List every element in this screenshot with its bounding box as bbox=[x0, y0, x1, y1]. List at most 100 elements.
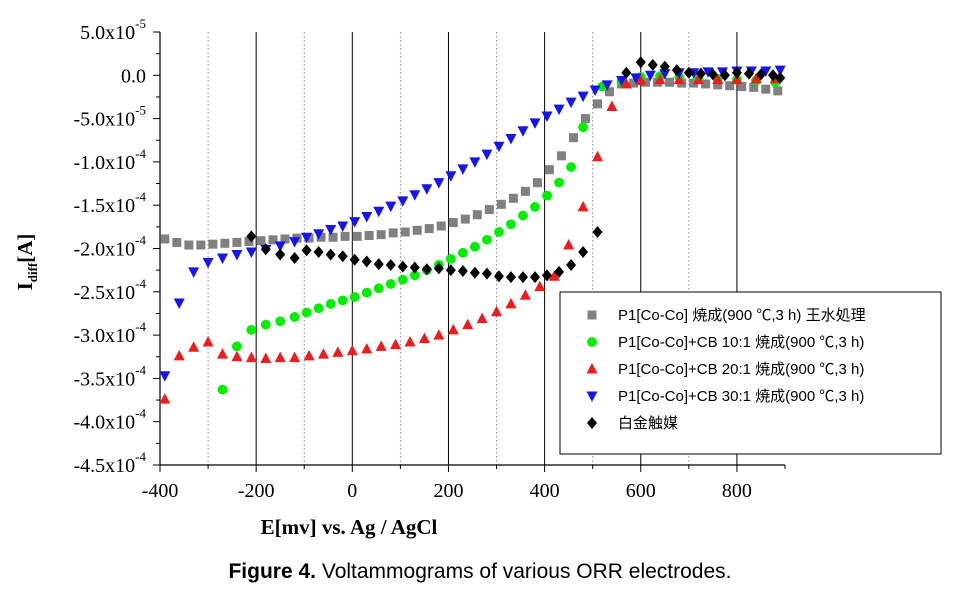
data-point bbox=[159, 393, 171, 404]
data-point bbox=[494, 227, 504, 237]
data-point bbox=[289, 237, 301, 248]
data-point bbox=[245, 351, 257, 363]
data-point bbox=[654, 73, 666, 85]
y-tick-label: -5.0x10-5 bbox=[73, 103, 146, 131]
data-point bbox=[553, 104, 565, 116]
data-point bbox=[397, 274, 408, 285]
data-point bbox=[280, 234, 290, 244]
legend-item: P1[Co-Co]+CB 20:1 焼成(900 ℃,3 h) bbox=[586, 361, 864, 378]
data-point bbox=[217, 253, 228, 265]
data-point bbox=[364, 231, 374, 241]
data-point bbox=[725, 81, 735, 91]
data-point bbox=[493, 141, 505, 153]
data-point bbox=[220, 238, 230, 248]
data-point bbox=[482, 234, 492, 245]
data-point bbox=[418, 332, 430, 344]
data-point bbox=[196, 240, 206, 250]
data-point bbox=[469, 157, 481, 168]
data-point bbox=[554, 265, 565, 278]
legend-frame bbox=[559, 291, 942, 455]
data-point bbox=[532, 178, 542, 188]
y-tick-label: -2.0x10-4 bbox=[73, 233, 146, 261]
data-point bbox=[244, 237, 254, 247]
data-point bbox=[159, 371, 171, 382]
data-point bbox=[568, 133, 578, 143]
data-point bbox=[554, 177, 564, 188]
data-point bbox=[349, 292, 360, 302]
data-point bbox=[385, 201, 397, 213]
y-axis-title: Idiff[A] bbox=[13, 234, 40, 291]
x-tick-label: 800 bbox=[722, 480, 752, 502]
data-point bbox=[409, 261, 420, 274]
data-point bbox=[556, 151, 566, 161]
data-point bbox=[337, 250, 348, 263]
y-tick-label: 0.0 bbox=[121, 65, 146, 87]
data-point bbox=[173, 349, 185, 361]
data-point bbox=[373, 206, 385, 218]
y-tick-mantissa: -2.0x10 bbox=[73, 239, 135, 261]
data-point bbox=[629, 78, 639, 88]
legend-marker bbox=[587, 417, 597, 429]
y-tick-exponent: -4 bbox=[135, 189, 146, 204]
data-point bbox=[447, 323, 459, 335]
data-point bbox=[683, 66, 694, 79]
data-point bbox=[457, 164, 469, 175]
figure-caption: Figure 4. Voltammograms of various ORR e… bbox=[0, 560, 960, 584]
data-point bbox=[376, 230, 386, 240]
data-point bbox=[173, 298, 185, 310]
y-axis-title-sub: diff bbox=[25, 262, 40, 282]
series-4 bbox=[159, 65, 786, 382]
data-point bbox=[208, 239, 218, 249]
data-point bbox=[349, 253, 360, 266]
data-point bbox=[493, 270, 504, 283]
data-point bbox=[601, 80, 613, 91]
data-point bbox=[469, 266, 480, 279]
data-point bbox=[695, 67, 706, 80]
legend-label: P1[Co-Co]+CB 10:1 焼成(900 ℃,3 h) bbox=[618, 334, 864, 351]
y-tick-exponent: -5 bbox=[135, 103, 146, 118]
figure-caption-text: Voltammograms of various ORR electrodes. bbox=[316, 560, 732, 583]
data-point bbox=[530, 202, 540, 212]
data-point bbox=[421, 184, 433, 195]
data-point bbox=[340, 231, 350, 241]
data-point bbox=[445, 171, 457, 182]
data-point bbox=[397, 260, 408, 273]
data-point bbox=[593, 99, 602, 109]
y-tick-exponent: -4 bbox=[135, 406, 146, 421]
data-point bbox=[505, 134, 517, 145]
data-point bbox=[260, 319, 271, 330]
x-tick-label: 600 bbox=[626, 480, 656, 502]
data-point bbox=[644, 70, 656, 82]
y-axis-title-tail: [A] bbox=[13, 234, 37, 263]
data-point bbox=[275, 316, 286, 327]
data-point bbox=[577, 200, 589, 212]
data-point bbox=[542, 190, 552, 201]
data-point bbox=[496, 199, 506, 209]
y-tick-exponent: -4 bbox=[135, 146, 146, 161]
x-tick-labels: -400 -200 0 200 400 600 800 bbox=[142, 480, 752, 502]
y-tick-mantissa: -3.5x10 bbox=[73, 368, 135, 390]
data-point bbox=[313, 303, 324, 314]
data-point bbox=[274, 241, 286, 252]
data-point bbox=[217, 348, 228, 359]
data-point bbox=[246, 230, 257, 243]
data-point bbox=[481, 149, 493, 161]
y-tick-mantissa: -3.0x10 bbox=[73, 325, 135, 347]
y-tick-mantissa: -2.5x10 bbox=[73, 282, 135, 304]
y-tick-mantissa: -1.5x10 bbox=[73, 195, 135, 217]
series-1 bbox=[160, 77, 783, 250]
legend-label: 白金触媒 bbox=[618, 415, 678, 432]
legend-marker bbox=[587, 310, 597, 320]
data-point bbox=[316, 232, 326, 242]
data-point bbox=[530, 271, 540, 284]
data-point bbox=[337, 295, 348, 306]
y-tick-label: -4.5x10-4 bbox=[73, 449, 146, 477]
data-point bbox=[760, 66, 772, 77]
data-point bbox=[707, 68, 718, 81]
legend-items: P1[Co-Co] 焼成(900 ℃,3 h) 王水処理 P1[Co-Co]+CB… bbox=[586, 307, 866, 432]
y-tick-label: -4.0x10-4 bbox=[73, 406, 146, 434]
data-points bbox=[159, 56, 786, 404]
data-point bbox=[433, 329, 445, 340]
data-point bbox=[361, 255, 372, 268]
data-point bbox=[737, 82, 747, 92]
